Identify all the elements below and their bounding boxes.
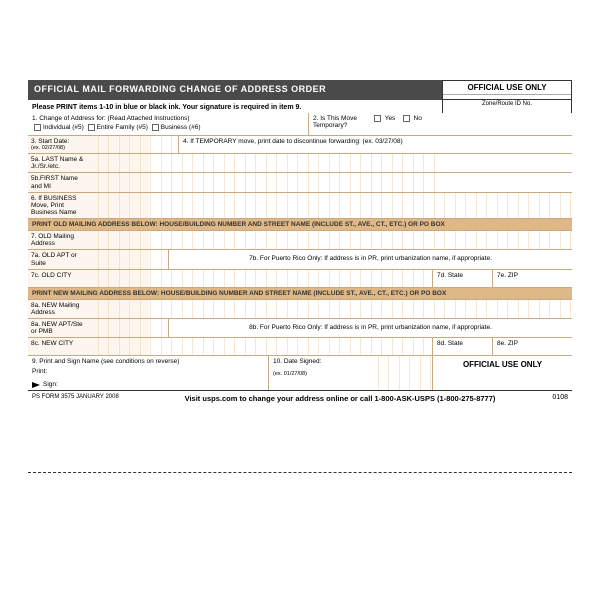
zone-route-label: Zone/Route ID No. (482, 101, 532, 107)
start-date-field[interactable] (88, 136, 178, 153)
family-checkbox[interactable] (88, 124, 95, 131)
opt-individual: Individual (#5) (43, 124, 84, 131)
first-name-field[interactable] (88, 173, 442, 191)
footer-text: Visit usps.com to change your address on… (152, 394, 528, 403)
q9-label: 9. Print and Sign Name (see conditions o… (32, 358, 264, 365)
no-label: No (414, 115, 422, 122)
old-address-field[interactable] (88, 231, 572, 249)
q7-old-label: 7. OLD Mailing Address (28, 231, 88, 249)
official-use-header: OFFICIAL USE ONLY (443, 81, 571, 95)
q8-new-label: 8a. NEW Mailing Address (28, 300, 88, 318)
q10-label: 10. Date Signed: (273, 358, 364, 365)
last-name-field[interactable] (88, 154, 442, 172)
q4-label: 4. If TEMPORARY move, print date to disc… (183, 138, 403, 145)
yes-checkbox[interactable] (374, 115, 381, 122)
q8c-label: 8c. NEW CITY (28, 338, 88, 355)
q2-label: 2. Is This Move Temporary? (313, 115, 357, 129)
business-name-field[interactable] (88, 193, 572, 218)
old-apt-field[interactable] (88, 250, 168, 268)
opt-business: Business (#6) (161, 124, 201, 131)
q1-label: 1. Change of Address for: (Read Attached… (32, 115, 304, 122)
old-address-header: PRINT OLD MAILING ADDRESS BELOW: HOUSE/B… (28, 218, 572, 230)
footer-code: 0108 (528, 394, 568, 403)
print-label: Print: (32, 368, 47, 375)
q10-example: (ex. 01/27/08) (273, 371, 364, 377)
q8a-label: 8a. NEW APT/Ste or PMB (28, 319, 88, 337)
new-apt-field[interactable] (88, 319, 168, 337)
individual-checkbox[interactable] (34, 124, 41, 131)
q5b-label: 5b.FIRST Name and MI (28, 173, 88, 191)
q7c-label: 7c. OLD CITY (28, 270, 88, 287)
official-use-2: OFFICIAL USE ONLY (432, 356, 572, 390)
date-signed-field[interactable] (368, 356, 432, 390)
q7a-label: 7a. OLD APT or Suite (28, 250, 88, 268)
form-title: OFFICIAL MAIL FORWARDING CHANGE OF ADDRE… (28, 80, 442, 100)
arrow-icon (32, 382, 40, 388)
opt-family: Entire Family (#5) (97, 124, 148, 131)
q6-label: 6. If BUSINESS Move, Print Business Name (28, 193, 88, 218)
sign-label: Sign: (43, 381, 58, 388)
q8e-label: 8e. ZIP (492, 338, 572, 355)
new-city-field[interactable] (88, 338, 432, 355)
q7d-label: 7d. State (432, 270, 492, 287)
q3-example: (ex. 02/27/08) (31, 145, 85, 151)
old-city-field[interactable] (88, 270, 432, 287)
q8b-label: 8b. For Puerto Rico Only: If address is … (168, 319, 572, 337)
q3-label: 3. Start Date: (31, 138, 85, 145)
new-address-field[interactable] (88, 300, 572, 318)
new-address-header: PRINT NEW MAILING ADDRESS BELOW: HOUSE/B… (28, 287, 572, 299)
q8d-label: 8d. State (432, 338, 492, 355)
form-number: PS FORM 3575 JANUARY 2008 (32, 394, 152, 403)
q7e-label: 7e. ZIP (492, 270, 572, 287)
q5a-label: 5a. LAST Name & Jr./Sr./etc. (28, 154, 88, 172)
perforation-line (28, 472, 572, 473)
no-checkbox[interactable] (403, 115, 410, 122)
business-checkbox[interactable] (152, 124, 159, 131)
q7b-label: 7b. For Puerto Rico Only: If address is … (168, 250, 572, 268)
yes-label: Yes (385, 115, 396, 122)
